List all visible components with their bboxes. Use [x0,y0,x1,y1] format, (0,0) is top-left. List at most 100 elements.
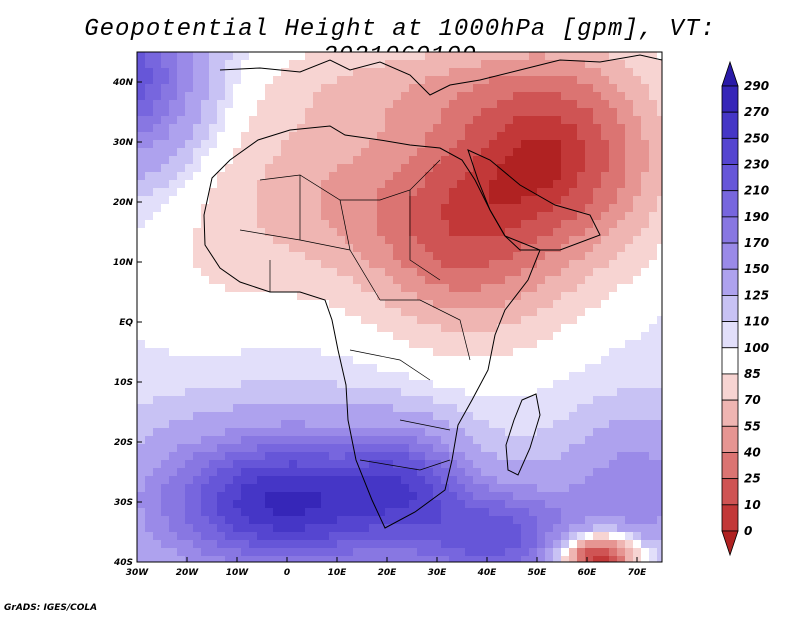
field-cell [273,292,282,301]
field-cell [529,484,538,493]
field-cell [521,396,530,405]
field-cell [457,172,466,181]
field-cell [217,124,226,133]
field-cell [425,340,434,349]
field-cell [257,52,266,61]
field-cell [169,372,178,381]
field-cell [609,188,618,197]
field-cell [489,108,498,117]
field-cell [433,180,442,189]
field-cell [561,236,570,245]
field-cell [585,140,594,149]
field-cell [577,52,586,61]
field-cell [305,308,314,317]
field-cell [425,124,434,133]
field-cell [497,220,506,229]
field-cell [649,228,658,237]
field-cell [641,524,650,533]
field-cell [241,404,250,413]
lat-label: 40N [112,78,134,88]
field-cell [657,204,662,213]
field-cell [241,452,250,461]
field-cell [521,444,530,453]
field-cell [401,212,410,221]
field-cell [193,284,202,293]
field-cell [593,108,602,117]
field-cell [249,396,258,405]
field-cell [313,180,322,189]
field-cell [145,140,154,149]
field-cell [201,156,210,165]
field-cell [569,308,578,317]
field-cell [313,204,322,213]
field-cell [305,484,314,493]
field-cell [569,300,578,309]
field-cell [657,172,662,181]
field-cell [585,524,594,533]
field-cell [137,172,146,181]
field-cell [313,556,322,562]
field-cell [297,348,306,357]
field-cell [209,436,218,445]
field-cell [433,268,442,277]
lat-label: 30N [113,138,134,148]
field-cell [641,188,650,197]
field-cell [265,444,274,453]
field-cell [481,436,490,445]
field-cell [177,116,186,125]
field-cell [513,372,522,381]
lon-label: 30E [428,568,448,578]
field-cell [217,180,226,189]
field-cell [209,476,218,485]
field-cell [257,300,266,309]
field-cell [561,60,570,69]
field-cell [377,276,386,285]
field-cell [201,140,210,149]
field-cell [593,132,602,141]
field-cell [281,260,290,269]
field-cell [513,52,522,61]
field-cell [281,132,290,141]
field-cell [457,524,466,533]
field-cell [649,316,658,325]
field-cell [465,436,474,445]
field-cell [217,308,226,317]
field-cell [481,52,490,61]
field-cell [657,364,662,373]
field-cell [193,508,202,517]
field-cell [153,276,162,285]
field-cell [649,436,658,445]
field-cell [529,84,538,93]
field-cell [401,436,410,445]
field-cell [289,172,298,181]
field-cell [633,540,642,549]
field-cell [417,540,426,549]
field-cell [481,164,490,173]
field-cell [257,100,266,109]
field-cell [545,412,554,421]
field-cell [145,252,154,261]
field-cell [297,92,306,101]
field-cell [265,172,274,181]
field-cell [529,388,538,397]
field-cell [409,524,418,533]
field-cell [177,180,186,189]
field-cell [641,92,650,101]
field-cell [345,356,354,365]
field-cell [145,436,154,445]
field-cell [329,180,338,189]
field-cell [513,92,522,101]
colorbar-label: 85 [744,367,761,381]
field-cell [153,156,162,165]
field-cell [553,348,562,357]
field-cell [345,348,354,357]
field-cell [217,276,226,285]
field-cell [489,364,498,373]
field-cell [417,516,426,525]
field-cell [473,412,482,421]
field-cell [249,508,258,517]
field-cell [281,428,290,437]
field-cell [465,420,474,429]
field-cell [553,428,562,437]
field-cell [193,140,202,149]
